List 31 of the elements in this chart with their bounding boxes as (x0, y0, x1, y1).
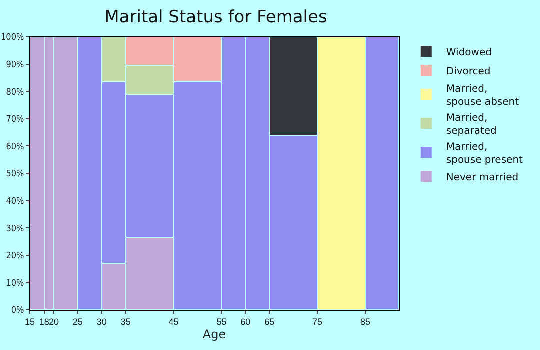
y-tick-label: 100% (1, 33, 24, 44)
legend-label: Never married (446, 172, 519, 184)
x-tick-label: 85 (360, 316, 370, 327)
y-tick-label: 10% (6, 278, 24, 289)
x-tick-label: 60 (240, 316, 251, 327)
x-tick-label: 55 (216, 316, 227, 327)
y-tick-label: 40% (6, 196, 24, 207)
x-tick-label: 18 (39, 316, 50, 327)
x-tick-label: 30 (96, 316, 107, 327)
y-tick-label: 80% (6, 88, 24, 98)
legend-label: Married, separated (446, 112, 497, 137)
x-tick-label: 75 (312, 316, 323, 327)
y-tick-label: 90% (6, 60, 24, 70)
legend-label: Married, spouse absent (446, 84, 520, 108)
x-tick-label: 15 (24, 316, 36, 327)
y-tick-label: 50% (6, 170, 24, 180)
x-tick-label: 65 (264, 316, 275, 327)
x-tick-label: 35 (120, 316, 131, 327)
legend-label: Married, spouse present (446, 142, 524, 166)
x-tick-label: 25 (72, 316, 83, 327)
y-tick-label: 20% (6, 252, 24, 262)
y-tick-label: 70% (6, 115, 24, 126)
y-tick-label: 0% (11, 306, 24, 316)
legend-label: Widowed (446, 47, 492, 58)
y-tick-label: 60% (6, 142, 24, 152)
legend-label: Divorced (446, 66, 491, 78)
x-tick-label: 45 (168, 316, 179, 327)
chart-title: Marital Status for Females (104, 7, 328, 28)
x-tick-label: 20 (48, 316, 59, 327)
y-tick-label: 30% (6, 224, 24, 234)
x-axis-title: Age (202, 328, 226, 342)
